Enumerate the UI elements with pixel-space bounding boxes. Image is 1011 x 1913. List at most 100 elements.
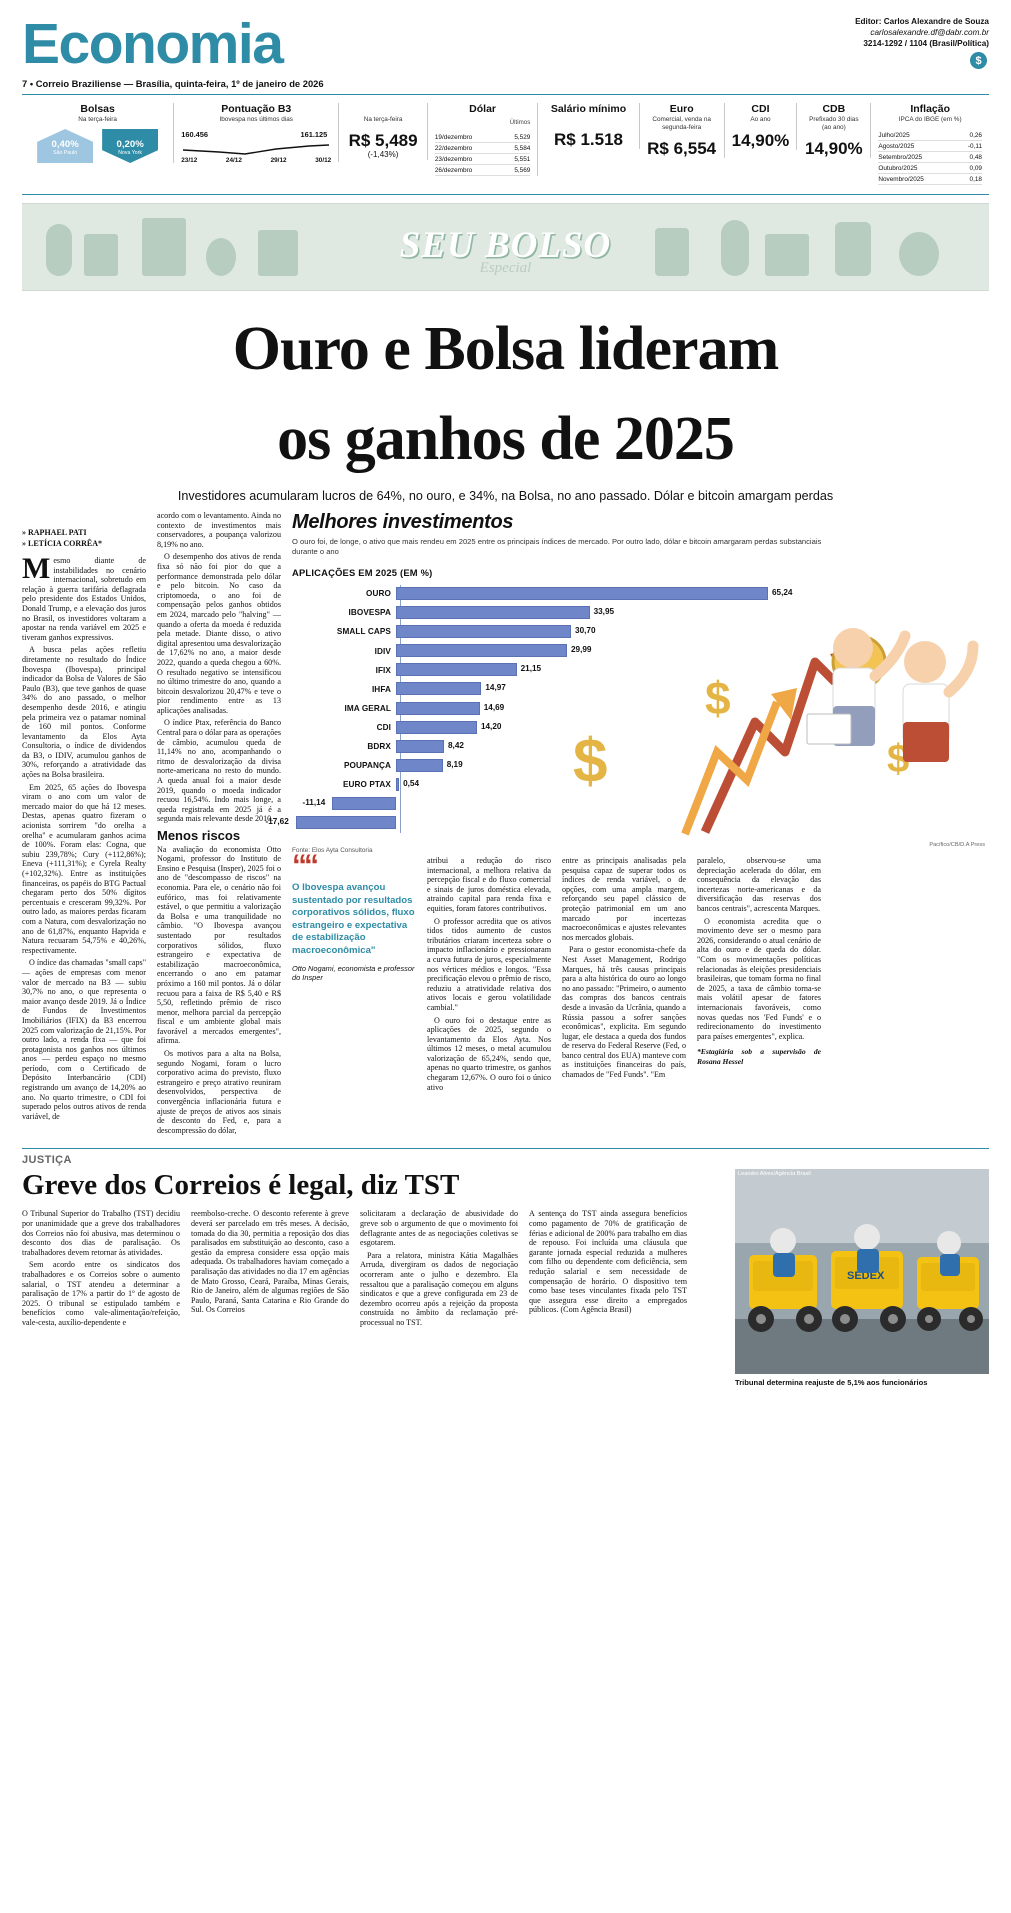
chart-bar-row: IFIX 21,15 xyxy=(292,661,832,679)
ticker-salario-minimo: Salário mínimo R$ 1.518 xyxy=(538,103,640,149)
b3-date: 24/12 xyxy=(225,157,242,164)
ticker-inflacao: Inflação IPCA do IBGE (em %) Julho/2025 0… xyxy=(871,103,989,185)
chart-kicker: APLICAÇÕES EM 2025 (EM %) xyxy=(292,567,433,578)
dolar-change: (-1,43%) xyxy=(367,150,399,159)
chart-bar-track: 30,70 xyxy=(396,623,832,641)
inflacao-title: Inflação xyxy=(910,103,951,115)
editor-name: Editor: Carlos Alexandre de Souza xyxy=(855,17,989,26)
justice-column-4: A sentença do TST ainda assegura benefíc… xyxy=(529,1209,687,1330)
chart-bar-row: IBOVESPA 33,95 xyxy=(292,604,832,622)
chart-bar xyxy=(396,625,572,639)
dolar-title: Dólar xyxy=(469,103,497,115)
inflacao-table: Julho/2025 0,26 Agosto/2025 -0,11 Setembro… xyxy=(878,130,982,185)
chart-bar-label: EURO PTAX xyxy=(342,780,391,790)
justice-photo: Leandro Alves/Agência Brasil xyxy=(735,1169,989,1375)
chart-bar-label: IHFA xyxy=(371,684,391,694)
b3-sparkline: 160.456 161.125 23/12 24/12 29/12 30/12 xyxy=(181,130,332,164)
chart-bar-value: 0,54 xyxy=(403,778,420,788)
ticker-bolsas: Bolsas Na terça-feira 0,40% São Paulo 0,… xyxy=(22,103,175,163)
masthead: Economia Editor: Carlos Alexandre de Sou… xyxy=(22,0,989,76)
table-row: Novembro/2025 0,18 xyxy=(878,174,982,185)
paragraph: Na avaliação do economista Otto Nogami, … xyxy=(157,844,281,1046)
paragraph: atribui a redução do risco internacional… xyxy=(427,856,551,913)
chart-bar-row: IHFA 14,97 xyxy=(292,680,832,698)
justice-section: Greve dos Correios é legal, diz TST O Tr… xyxy=(22,1169,989,1388)
dolar-subtitle: Na terça-feira xyxy=(363,116,403,123)
globe-icon: $ xyxy=(970,52,987,69)
chart-bar-label: CDI xyxy=(376,722,391,732)
paragraph: O professor acredita que os ativos tidos… xyxy=(427,916,551,1012)
justice-text-block: Greve dos Correios é legal, diz TST O Tr… xyxy=(22,1169,724,1388)
pull-quote-text: O Ibovespa avançou sustentado por result… xyxy=(292,882,415,956)
lead-headline: Ouro e Bolsa lideram os ganhos de 2025 xyxy=(22,317,989,471)
headline-line-2: os ganhos de 2025 xyxy=(277,405,735,473)
ticker-pontuacao-b3: Pontuação B3 Ibovespa nos últimos dias 1… xyxy=(174,103,340,164)
paragraph: Para a relatora, ministra Kátia Magalhãe… xyxy=(360,1250,518,1327)
chart-bar xyxy=(396,739,444,753)
editor-credits: Editor: Carlos Alexandre de Souza carlos… xyxy=(855,16,989,49)
photo-illustration: SEDEX xyxy=(735,1169,989,1375)
chart-bar-track: 29,99 xyxy=(396,642,832,660)
section-logo: Economia xyxy=(22,12,284,76)
ticker-b3-subtitle: Ibovespa nos últimos dias xyxy=(219,116,294,123)
chart-bar-row: POUPANÇA 8,19 xyxy=(292,757,832,775)
chart-subtitle: O ouro foi, de longe, o ativo que mais r… xyxy=(292,537,822,556)
chart-bar-label: IDIV xyxy=(374,646,391,656)
chart-bar xyxy=(396,758,443,772)
table-row: Outubro/2025 0,09 xyxy=(878,163,982,174)
seu-bolso-banner: SEU BOLSO Especial xyxy=(22,203,989,291)
cdb-title: CDB xyxy=(822,103,846,115)
banner-title: SEU BOLSO xyxy=(399,225,612,266)
chart-bar xyxy=(396,606,590,620)
chart-bar-value: 29,99 xyxy=(571,645,592,655)
ticker-euro: Euro Comercial, venda na segunda-feira R… xyxy=(640,103,725,158)
chart-bar-track: 8,19 xyxy=(396,757,832,775)
ticker-bolsas-subtitle: Na terça-feira xyxy=(78,116,117,123)
justice-column-1: O Tribunal Superior do Trabalho (TST) de… xyxy=(22,1209,180,1330)
bolsa-badge-sao-paulo: 0,40% São Paulo xyxy=(37,129,94,163)
chart-bar-value: 33,95 xyxy=(593,607,615,617)
chart-bar-row: CDI 14,20 xyxy=(292,719,832,737)
salario-title: Salário mínimo xyxy=(550,103,627,115)
chart-bar-value: 14,69 xyxy=(483,702,505,712)
chart-bar-track: 33,95 xyxy=(396,604,832,622)
ticker-b3-title: Pontuação B3 xyxy=(221,103,292,115)
paragraph: Mesmo diante de instabilidades no cenári… xyxy=(22,552,146,642)
cdb-value: 14,90% xyxy=(805,139,863,158)
chart-bar-value: 65,24 xyxy=(772,588,793,597)
table-row: 26/dezembro 5,569 xyxy=(434,165,531,176)
paragraph: O índice Ptax, referência do Banco Centr… xyxy=(157,718,281,824)
chart-bar-label: BDRX xyxy=(367,742,391,751)
article-column-1: » RAPHAEL PATI » LETÍCIA CORRÊA* Mesmo d… xyxy=(22,511,146,1138)
chart-bar-row: OURO 65,24 xyxy=(292,585,832,603)
chart-bar-track: 21,15 xyxy=(396,661,832,679)
chart-bar-label: IFIX xyxy=(375,665,391,675)
pull-quote-attribution: Otto Nogami, economista e professor do I… xyxy=(292,963,415,983)
chart-bar xyxy=(396,777,400,791)
paragraph: Em 2025, 65 ações do Ibovespa viram o an… xyxy=(22,782,146,955)
section-kicker-justica: JUSTIÇA xyxy=(22,1154,72,1167)
euro-value: R$ 6,554 xyxy=(647,139,717,158)
lower-columns: ““ O Ibovespa avançou sustentado por res… xyxy=(292,851,989,1095)
paragraph: reembolso-creche. O desconto referente à… xyxy=(191,1209,349,1315)
chart-bar xyxy=(295,816,396,830)
ticker-cdb: CDB Prefixado 30 dias (ao ano) 14,90% xyxy=(797,103,872,158)
cdi-title: CDI xyxy=(751,103,770,115)
chart-bar-label: OURO xyxy=(366,589,391,599)
chart-bar-value: -11,14 xyxy=(302,798,326,808)
chart-bar-value: 8,42 xyxy=(448,740,464,750)
table-row: 19/dezembro 5,529 xyxy=(434,132,531,143)
chart-bar-value: 21,15 xyxy=(520,664,542,674)
b3-date: 30/12 xyxy=(315,157,332,164)
euro-subtitle: Comercial, venda na segunda-feira xyxy=(652,116,711,131)
section-divider xyxy=(22,1148,989,1150)
chart-bar-value: 30,70 xyxy=(575,626,596,636)
standfirst: Investidores acumularam lucros de 64%, n… xyxy=(177,489,834,503)
paragraph: solicitaram a declaração de abusividade … xyxy=(360,1209,518,1248)
table-row: Setembro/2025 0,48 xyxy=(878,152,982,163)
byline-2: » LETÍCIA CORRÊA* xyxy=(22,539,103,548)
chart-bar xyxy=(396,682,482,696)
sparkline-svg xyxy=(183,144,330,155)
article-column-5: paralelo, observou-se uma depreciação ac… xyxy=(697,856,821,1095)
chart-bar-row: IMA GERAL 14,69 xyxy=(292,700,832,718)
